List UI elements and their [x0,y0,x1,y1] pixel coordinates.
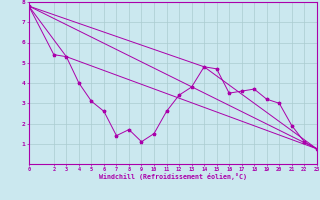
X-axis label: Windchill (Refroidissement éolien,°C): Windchill (Refroidissement éolien,°C) [99,173,247,180]
